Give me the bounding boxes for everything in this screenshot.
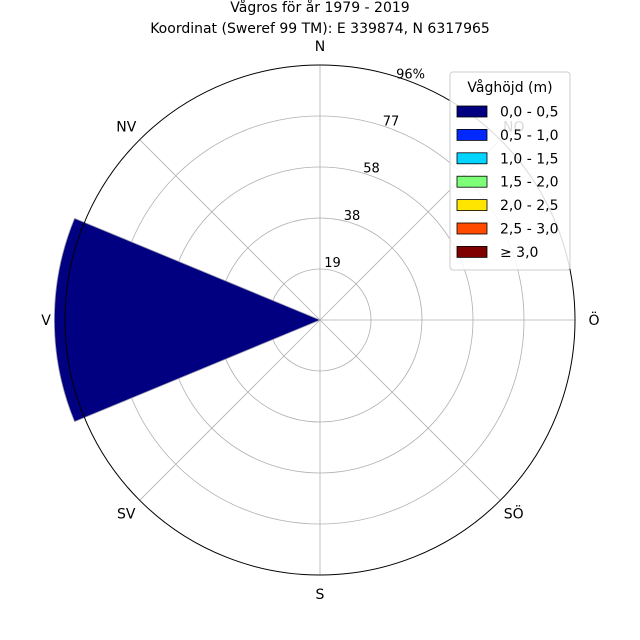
- radial-tick-label-1: 19: [324, 256, 341, 271]
- legend-label-5: 2,0 - 2,5: [500, 198, 558, 214]
- spoke-NV: [139, 139, 321, 321]
- legend-swatch-6: [456, 222, 488, 235]
- direction-label-Ö: Ö: [588, 311, 599, 329]
- direction-label-SÖ: SÖ: [504, 505, 524, 523]
- radial-tick-label-3: 58: [363, 162, 380, 177]
- direction-label-SV: SV: [117, 507, 136, 523]
- chart-title: Vågros för år 1979 - 2019: [230, 0, 409, 16]
- polar-frame: [64, 64, 576, 576]
- legend-label-2: 0,5 - 1,0: [500, 128, 558, 144]
- direction-label-NV: NV: [116, 119, 136, 135]
- sector-V-series-1: [53, 217, 322, 423]
- legend-label-4: 1,5 - 2,0: [500, 175, 558, 191]
- direction-label-V: V: [41, 313, 51, 329]
- legend-swatch-2: [456, 128, 488, 141]
- legend-label-7: ≥ 3,0: [500, 245, 538, 261]
- legend-frame: [449, 71, 571, 271]
- radial-tick-label-2: 38: [344, 209, 361, 224]
- radial-tick-label-5: 96%: [396, 67, 425, 82]
- spoke-SÖ: [319, 319, 501, 501]
- legend-label-1: 0,0 - 0,5: [500, 105, 558, 121]
- direction-label-N: N: [315, 39, 325, 55]
- radial-tick-label-4: 77: [383, 115, 400, 130]
- legend-swatch-3: [456, 152, 488, 165]
- chart-subtitle: Koordinat (Sweref 99 TM): E 339874, N 63…: [150, 21, 490, 37]
- legend-swatch-4: [456, 175, 488, 188]
- legend: Våghöjd (m) 0,0 - 0,5 0,5 - 1,0 1,0 - 1,5 1…: [449, 71, 571, 271]
- legend-items: 0,0 - 0,5 0,5 - 1,0 1,0 - 1,5 1,5 - 2,0 2,0 …: [456, 105, 558, 261]
- legend-title: Våghöjd (m): [467, 79, 552, 96]
- legend-swatch-5: [456, 199, 488, 212]
- direction-label-S: S: [316, 587, 325, 603]
- legend-label-6: 2,5 - 3,0: [500, 222, 558, 238]
- legend-swatch-7: [456, 245, 488, 258]
- legend-label-3: 1,0 - 1,5: [500, 151, 558, 167]
- legend-swatch-1: [456, 105, 488, 118]
- spoke-SV: [139, 319, 321, 501]
